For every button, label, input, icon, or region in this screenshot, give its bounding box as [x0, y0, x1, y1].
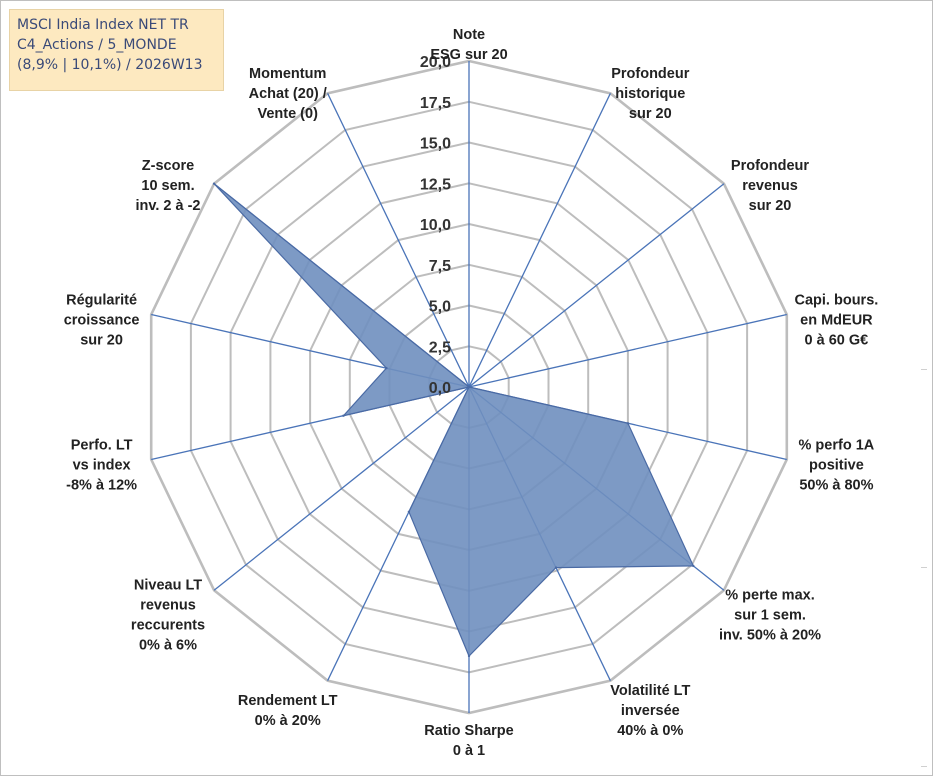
data-point	[692, 564, 695, 568]
axis-label-line: reccurents	[131, 618, 205, 634]
radial-tick-labels: 0,0 2,5 5,0 7,5 10,0 12,5 15,0 17,5 20,0	[420, 54, 451, 397]
edge-tick-mark	[921, 766, 927, 767]
axis-label-line: Perfo. LT	[71, 438, 133, 454]
axis-label-line: 40% à 0%	[617, 723, 683, 739]
axis-label: % perfo 1A positive 50% à 80%	[799, 438, 875, 494]
title-line-3: (8,9% | 10,1%) / 2026W13	[17, 57, 203, 73]
tick-label: 15,0	[420, 136, 451, 153]
axis-label-line: sur 20	[629, 106, 672, 122]
axis-label: Ratio Sharpe 0 à 1	[424, 723, 513, 759]
axis-spoke	[327, 93, 470, 388]
axis-label-line: sur 1 sem.	[734, 608, 806, 624]
tick-label: 0,0	[429, 380, 451, 397]
axis-label-line: croissance	[64, 313, 140, 329]
axis-label-line: Volatilité LT	[610, 683, 690, 699]
axis-label-line: inv. 2 à -2	[135, 198, 200, 214]
tick-label: 10,0	[420, 217, 451, 234]
axis-label-line: Capi. bours.	[795, 293, 879, 309]
axis-label-line: Profondeur	[731, 158, 809, 174]
axis-label-line: Vente (0)	[257, 106, 318, 122]
axis-label: Momentum Achat (20) / Vente (0)	[249, 66, 327, 122]
axis-label-line: 0 à 1	[453, 743, 485, 759]
edge-tick-mark	[921, 567, 927, 568]
axis-label-line: Z-score	[142, 158, 194, 174]
axis-label: Régularité croissance sur 20	[64, 293, 140, 349]
axis-label-line: % perte max.	[725, 588, 814, 604]
axis-label: Profondeur historique sur 20	[611, 66, 689, 122]
tick-label: 17,5	[420, 95, 451, 112]
data-point	[407, 510, 411, 513]
radar-series	[212, 182, 695, 658]
data-point	[467, 385, 471, 389]
tick-label: 12,5	[420, 176, 451, 193]
axis-label-line: 0% à 6%	[139, 638, 197, 654]
axis-label-line: Momentum	[249, 66, 326, 82]
axis-spoke	[468, 93, 611, 388]
axis-labels: Note ESG sur 20 Profondeur historique sur 20…	[64, 27, 879, 759]
edge-tick-mark	[921, 369, 927, 370]
axis-label-line: historique	[615, 86, 685, 102]
axis-label-line: Profondeur	[611, 66, 689, 82]
axis-label-line: en MdEUR	[800, 313, 873, 329]
axis-label: Capi. bours. en MdEUR 0 à 60 G€	[795, 293, 879, 349]
axis-label: Volatilité LT inversée 40% à 0%	[610, 683, 690, 739]
data-point	[342, 414, 345, 417]
axis-label-line: inversée	[621, 703, 680, 719]
axis-label-line: Note	[453, 27, 485, 43]
tick-label: 5,0	[429, 299, 451, 316]
axis-label-line: -8% à 12%	[66, 478, 137, 494]
axis-label: Profondeur revenus sur 20	[731, 158, 809, 214]
axis-label-line: 10 sem.	[141, 178, 194, 194]
axis-label-line: positive	[809, 458, 864, 474]
axis-label: Rendement LT 0% à 20%	[238, 693, 338, 729]
axis-label-line: 0 à 60 G€	[805, 333, 869, 349]
axis-label-line: 0% à 20%	[255, 713, 321, 729]
axis-label-line: revenus	[742, 178, 798, 194]
data-point	[554, 566, 558, 569]
axis-label: Perfo. LT vs index -8% à 12%	[66, 438, 137, 494]
axis-label-line: Ratio Sharpe	[424, 723, 513, 739]
chart-title-box: MSCI India Index NET TR C4_Actions / 5_M…	[9, 9, 224, 91]
axis-label-line: Niveau LT	[134, 578, 202, 594]
title-line-1: MSCI India Index NET TR	[17, 17, 189, 33]
data-point	[467, 654, 471, 658]
axis-spoke	[468, 183, 725, 388]
axis-label: Note ESG sur 20	[430, 27, 507, 63]
title-line-2: C4_Actions / 5_MONDE	[17, 37, 177, 53]
axis-label-line: % perfo 1A	[799, 438, 875, 454]
data-point	[385, 366, 388, 370]
axis-label-line: Rendement LT	[238, 693, 338, 709]
axis-spoke	[213, 386, 470, 591]
axis-label-line: Achat (20) /	[249, 86, 327, 102]
axis-spoke	[468, 313, 787, 388]
axis-label-line: revenus	[140, 598, 196, 614]
axis-label: Z-score 10 sem. inv. 2 à -2	[135, 158, 200, 214]
data-point	[212, 182, 216, 185]
axis-label-line: sur 20	[749, 198, 792, 214]
data-point	[626, 422, 630, 425]
axis-label-line: vs index	[73, 458, 131, 474]
axis-label-line: sur 20	[80, 333, 123, 349]
axis-label-line: Régularité	[66, 293, 137, 309]
tick-label: 2,5	[429, 339, 451, 356]
axis-label-line: ESG sur 20	[430, 47, 507, 63]
axis-label-line: 50% à 80%	[799, 478, 873, 494]
tick-label: 7,5	[429, 258, 451, 275]
axis-label: % perte max. sur 1 sem. inv. 50% à 20%	[719, 588, 821, 644]
axis-label-line: inv. 50% à 20%	[719, 628, 821, 644]
axis-label: Niveau LT revenus reccurents 0% à 6%	[131, 578, 205, 654]
tick-label: 20,0	[420, 54, 451, 71]
